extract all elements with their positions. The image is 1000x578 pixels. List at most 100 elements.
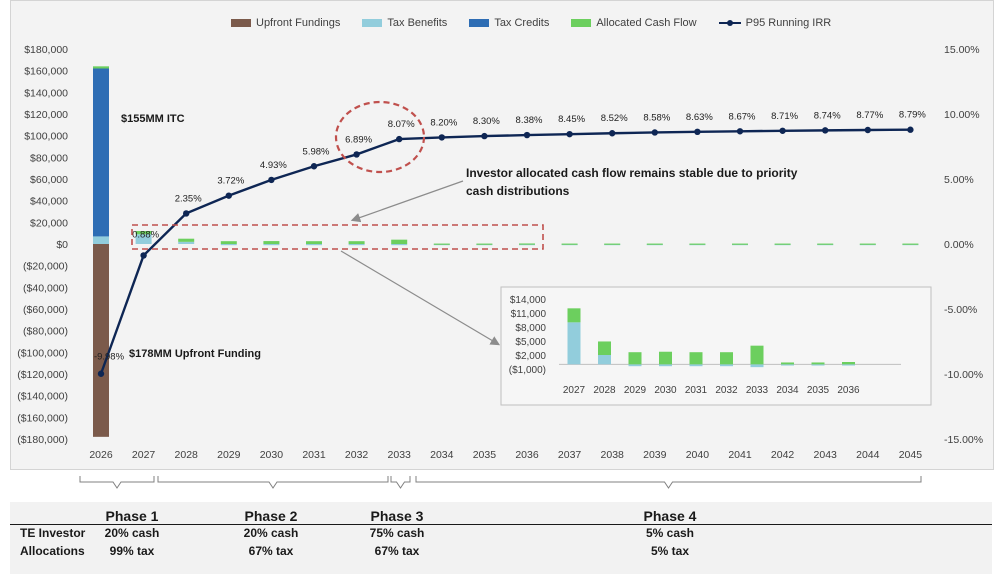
phase-1-tax: 99% tax [109, 544, 155, 558]
irr-point [353, 151, 360, 158]
bar-tax-benefits [135, 234, 152, 244]
irr-point [609, 130, 616, 137]
legend-swatch-tax-credits [469, 19, 490, 27]
callout-arrow [350, 180, 464, 223]
bar-allocated-cash-flow [391, 239, 408, 244]
x-tick: 2042 [771, 449, 795, 461]
phase-bracket [157, 476, 389, 489]
phase-brackets [79, 476, 922, 489]
irr-point [438, 134, 445, 141]
phase-bracket [415, 476, 922, 489]
x-tick: 2026 [89, 449, 113, 461]
inset-x-tick: 2033 [746, 385, 769, 396]
x-tick: 2045 [899, 449, 923, 461]
irr-label: 8.20% [430, 117, 457, 128]
inset-bar-tax-benefits [628, 364, 642, 367]
y-tick-left: ($60,000) [23, 304, 68, 316]
irr-label: 8.52% [601, 113, 628, 124]
y-tick-left: ($40,000) [23, 282, 68, 294]
legend-label-irr: P95 Running IRR [745, 17, 832, 29]
y-tick-left: ($120,000) [17, 369, 68, 381]
x-tick: 2040 [686, 449, 710, 461]
inset-bar-allocated-cash-flow [567, 308, 581, 323]
inset-x-tick: 2028 [593, 385, 616, 396]
legend-swatch-upfront [231, 19, 251, 27]
phase-1-title: Phase 1 [105, 508, 159, 524]
y-tick-left: $100,000 [24, 131, 68, 143]
phase-1-cash: 20% cash [104, 526, 160, 540]
irr-point [183, 210, 190, 217]
inset-y-tick: $14,000 [510, 295, 547, 306]
inset-bar-tax-benefits [750, 364, 764, 368]
irr-label: 0.88% [132, 229, 159, 240]
bar-allocated-cash-flow [93, 66, 109, 69]
phase-row-label-2: Allocations [20, 544, 85, 558]
inset-x-tick: 2034 [776, 385, 799, 396]
chart-panel: $180,000 $160,000 $140,000 $120,000 $100,000… [10, 0, 994, 470]
y-tick-left: $60,000 [30, 174, 68, 186]
inset-y-tick: ($1,000) [509, 365, 546, 376]
inset-bar-allocated-cash-flow [750, 345, 764, 365]
inset-bar-allocated-cash-flow [720, 352, 733, 365]
bar-tax-benefits [178, 241, 195, 244]
bar-tax-credits [93, 68, 109, 237]
phase-2-tax: 67% tax [248, 544, 294, 558]
legend-label-upfront: Upfront Fundings [256, 17, 341, 29]
x-tick: 2044 [856, 449, 880, 461]
inset-bar-tax-benefits [567, 322, 581, 365]
irr-label: 5.98% [303, 146, 330, 157]
inset-bar-allocated-cash-flow [811, 362, 825, 365]
irr-label: 8.79% [899, 110, 926, 121]
y-tick-right: 5.00% [944, 174, 974, 186]
inset-x-tick: 2035 [807, 385, 830, 396]
x-tick: 2033 [388, 449, 412, 461]
irr-label: 8.45% [558, 114, 585, 125]
irr-point [566, 130, 573, 138]
inset-bar-tax-benefits [598, 355, 611, 365]
bar-allocated-cash-flow [220, 241, 237, 244]
x-tick: 2037 [558, 449, 582, 461]
inset-x-tick: 2027 [563, 385, 586, 396]
y-tick-left: ($160,000) [17, 412, 68, 424]
inset-bar-tax-benefits [689, 364, 703, 367]
x-tick: 2029 [217, 449, 241, 461]
phase-3-title: Phase 3 [370, 508, 424, 524]
irr-label: 8.38% [516, 115, 543, 126]
bar-tax-benefits [348, 244, 365, 246]
irr-label: 8.71% [771, 111, 798, 122]
bar-allocated-cash-flow [859, 243, 876, 245]
irr-point [736, 128, 744, 135]
irr-point [651, 129, 658, 136]
phase-bracket [390, 476, 411, 489]
phase-bracket [79, 476, 155, 489]
x-tick: 2039 [643, 449, 667, 461]
x-tick: 2031 [302, 449, 326, 461]
bar-allocated-cash-flow [561, 243, 578, 245]
bar-allocated-cash-flow [774, 243, 791, 245]
irr-label: 4.93% [260, 160, 287, 171]
y-tick-left: $160,000 [24, 66, 68, 78]
inset-bar-tax-benefits [659, 364, 672, 367]
bar-allocated-cash-flow [817, 243, 834, 245]
legend-swatch-irr [718, 19, 741, 27]
y-tick-left: ($180,000) [17, 434, 68, 446]
inset-arrow [340, 250, 501, 346]
irr-label: 6.89% [345, 134, 372, 145]
bar-allocated-cash-flow [519, 243, 535, 245]
phase-3-cash: 75% cash [369, 526, 425, 540]
bar-tax-benefits [391, 244, 408, 246]
y-tick-left: $140,000 [24, 87, 68, 99]
x-tick: 2027 [132, 449, 156, 461]
legend-label-tax-benefits: Tax Benefits [387, 17, 448, 29]
legend-label-tax-credits: Tax Credits [494, 17, 550, 29]
bar-upfront-fundings [93, 244, 109, 437]
irr-label: 8.30% [473, 116, 500, 127]
irr-label: 2.35% [175, 193, 202, 204]
phase-row-label-1: TE Investor [20, 526, 86, 540]
phase-2-cash: 20% cash [243, 526, 299, 540]
irr-label: 8.77% [856, 110, 883, 121]
bar-allocated-cash-flow [476, 243, 493, 245]
y-tick-right: 0.00% [944, 239, 974, 251]
irr-label: 8.63% [686, 112, 713, 123]
inset-bar-tax-benefits [811, 364, 825, 366]
